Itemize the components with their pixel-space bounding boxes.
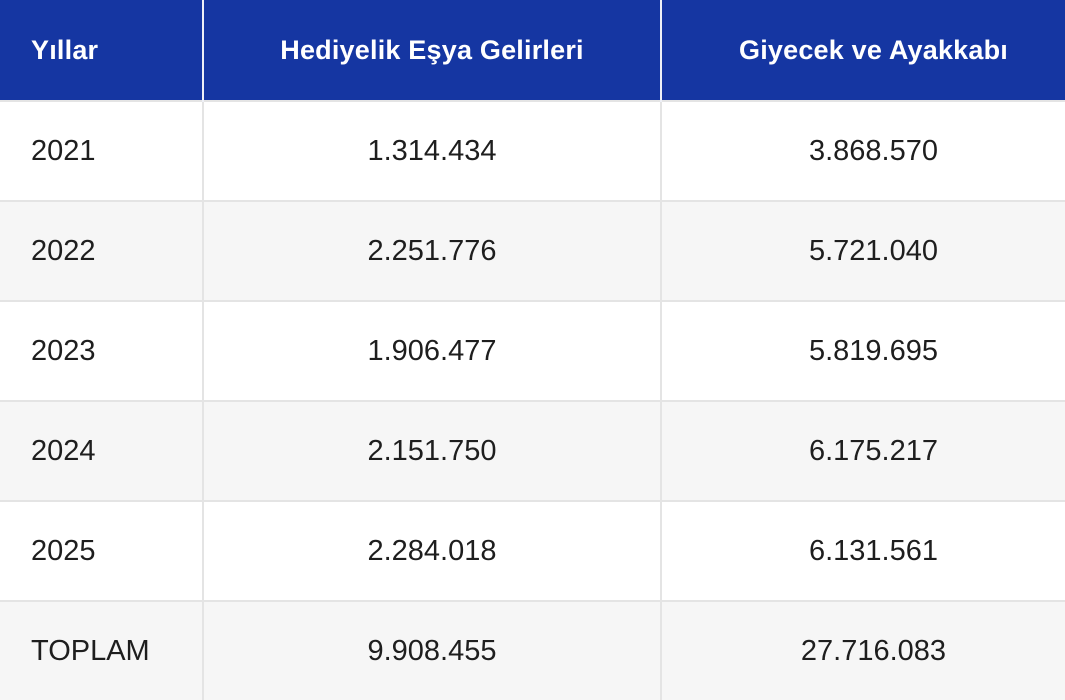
row-label-cell: 2024 <box>0 400 204 501</box>
table-row: 2022 2.251.776 5.721.040 <box>0 200 1065 301</box>
row-value-cell: 3.868.570 <box>661 100 1065 201</box>
row-label-cell: TOPLAM <box>0 600 204 700</box>
table-row: 2021 1.314.434 3.868.570 <box>0 100 1065 201</box>
header-years: Yıllar <box>0 0 204 101</box>
row-value-cell: 2.284.018 <box>203 500 662 601</box>
row-value-cell: 6.175.217 <box>661 400 1065 501</box>
row-value-cell: 5.721.040 <box>661 200 1065 301</box>
table-body: 2021 1.314.434 3.868.570 2022 2.251.776 5.721… <box>0 100 1065 700</box>
table-row: 2025 2.284.018 6.131.561 <box>0 500 1065 601</box>
table-total-row: TOPLAM 9.908.455 27.716.083 <box>0 600 1065 700</box>
table-row: 2024 2.151.750 6.175.217 <box>0 400 1065 501</box>
row-value-cell: 2.151.750 <box>203 400 662 501</box>
row-label-cell: 2023 <box>0 300 204 401</box>
row-value-cell: 9.908.455 <box>203 600 662 700</box>
row-value-cell: 2.251.776 <box>203 200 662 301</box>
row-value-cell: 6.131.561 <box>661 500 1065 601</box>
row-value-cell: 1.314.434 <box>203 100 662 201</box>
table-header-row: Yıllar Hediyelik Eşya Gelirleri Giyecek … <box>0 0 1065 101</box>
row-label-cell: 2025 <box>0 500 204 601</box>
row-value-cell: 5.819.695 <box>661 300 1065 401</box>
row-value-cell: 1.906.477 <box>203 300 662 401</box>
header-souvenir-revenues: Hediyelik Eşya Gelirleri <box>203 0 662 101</box>
header-clothing-footwear: Giyecek ve Ayakkabı <box>661 0 1065 101</box>
row-label-cell: 2022 <box>0 200 204 301</box>
row-value-cell: 27.716.083 <box>661 600 1065 700</box>
row-label-cell: 2021 <box>0 100 204 201</box>
table-row: 2023 1.906.477 5.819.695 <box>0 300 1065 401</box>
